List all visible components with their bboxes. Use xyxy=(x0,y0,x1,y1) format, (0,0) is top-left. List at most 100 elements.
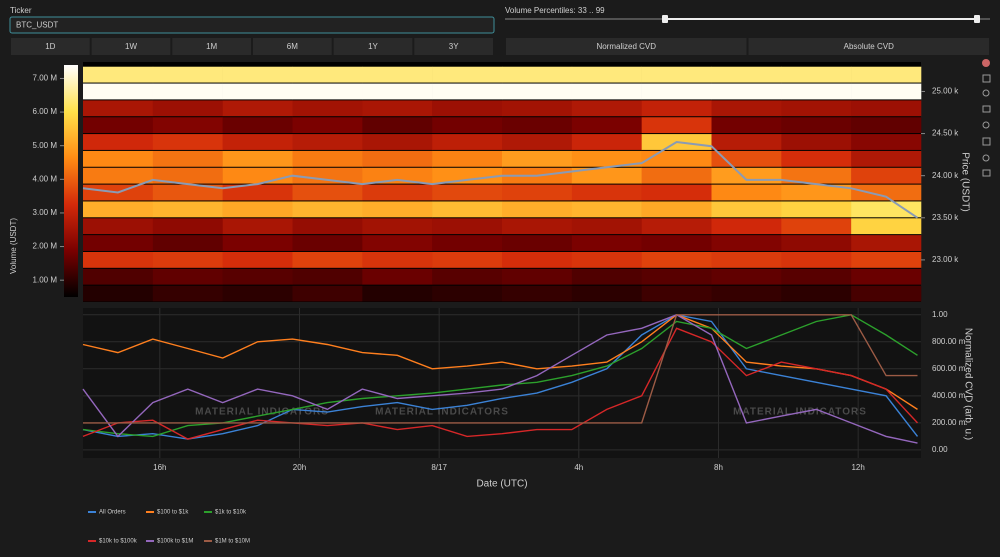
hover-icon[interactable] xyxy=(982,154,990,162)
heatmap-cell xyxy=(222,251,293,268)
heatmap-cell xyxy=(571,184,642,201)
buttons: 1D 1W 1M 6M 1Y 3Y Normalized CVD Absolute CVD xyxy=(11,38,989,55)
heatmap-cell xyxy=(222,66,293,83)
ticker-label: Ticker xyxy=(10,6,32,15)
heatmap-cell xyxy=(292,251,363,268)
button-label[interactable]: 3Y xyxy=(449,42,459,51)
heatmap-cell xyxy=(711,268,782,285)
save-icon[interactable] xyxy=(982,137,991,146)
heatmap-cell xyxy=(222,100,293,117)
heatmap-cell xyxy=(502,218,573,235)
heatmap-cell xyxy=(711,218,782,235)
heatmap-cell xyxy=(292,167,363,184)
heatmap-cell xyxy=(432,201,503,218)
button[interactable] xyxy=(91,38,171,55)
heatmap-cell xyxy=(83,268,154,285)
heatmap-cell xyxy=(571,201,642,218)
heatmap-cell xyxy=(851,167,922,184)
heatmap-cell xyxy=(851,201,922,218)
heatmap-cell xyxy=(222,268,293,285)
heatmap-cell xyxy=(83,235,154,251)
button[interactable] xyxy=(414,38,493,55)
y-tick-label: 23.50 k xyxy=(932,213,959,222)
heatmap-cell xyxy=(711,201,782,218)
heatmap-cell xyxy=(641,117,712,134)
button[interactable] xyxy=(11,38,90,55)
colorbar-tick-label: 2.00 M xyxy=(33,242,58,251)
button-label[interactable]: 1Y xyxy=(368,42,378,51)
heatmap-cell xyxy=(851,285,922,302)
button-label[interactable]: Normalized CVD xyxy=(596,42,656,51)
heatmap-cell xyxy=(432,184,503,201)
heatmap-cell xyxy=(502,66,573,83)
heatmap-cell xyxy=(292,100,363,117)
button-label[interactable]: 6M xyxy=(287,42,298,51)
colorbar-title: Volume (USDT) xyxy=(9,218,18,274)
heatmap-cell xyxy=(851,66,922,83)
heatmap-cell xyxy=(292,218,363,235)
heatmap-cell xyxy=(292,66,363,83)
reset-icon[interactable] xyxy=(982,121,990,129)
heatmap-cell xyxy=(152,285,223,302)
heatmap-cell xyxy=(83,134,154,150)
heatmap-cell xyxy=(292,83,363,100)
heatmap-cell xyxy=(152,201,223,218)
heatmap-cell xyxy=(781,150,852,167)
heatmap-cell xyxy=(292,201,363,218)
button[interactable] xyxy=(506,38,747,55)
heatmap-cell xyxy=(152,251,223,268)
heatmap-cell xyxy=(362,218,433,235)
legend-label: $1M to $10M xyxy=(215,539,250,545)
logo-icon xyxy=(982,59,990,67)
legend-label: $100k to $1M xyxy=(157,539,193,545)
colorbar-tick-label: 6.00 M xyxy=(33,107,58,116)
zoom-in-icon[interactable] xyxy=(982,105,991,113)
heatmap-cell xyxy=(362,150,433,167)
slider-handle[interactable] xyxy=(662,15,668,23)
heatmap-cell xyxy=(222,184,293,201)
heatmap-cell xyxy=(292,235,363,251)
button-label[interactable]: 1D xyxy=(45,42,55,51)
colorbar-tick-label: 3.00 M xyxy=(33,208,58,217)
button[interactable] xyxy=(748,38,990,55)
heatmap-cell xyxy=(83,251,154,268)
pan-icon[interactable] xyxy=(982,74,991,83)
heatmap-cell xyxy=(502,134,573,150)
button-label[interactable]: 1M xyxy=(206,42,217,51)
button-label[interactable]: 1W xyxy=(125,42,137,51)
colorbar-tick-label: 5.00 M xyxy=(33,141,58,150)
button[interactable] xyxy=(253,38,332,55)
y-tick-label: 1.00 xyxy=(932,310,948,319)
heatmap-cell xyxy=(502,83,573,100)
spike-icon[interactable] xyxy=(982,169,991,177)
heatmap-cell xyxy=(711,285,782,302)
heatmap-cell xyxy=(711,235,782,251)
y-tick-label: 23.00 k xyxy=(932,255,959,264)
heatmap-cell xyxy=(292,134,363,150)
heatmap-cell xyxy=(641,251,712,268)
heatmap-cell xyxy=(432,150,503,167)
heatmap-cell xyxy=(781,66,852,83)
cvd-line xyxy=(83,314,918,424)
button[interactable] xyxy=(333,38,413,55)
button[interactable] xyxy=(172,38,251,55)
zoom-icon[interactable] xyxy=(982,89,990,97)
y-axis-title: Price (USDT) xyxy=(959,152,970,211)
heatmap-cell xyxy=(83,150,154,167)
x-axis-title: Date (UTC) xyxy=(476,479,527,490)
cvd-line xyxy=(82,327,919,440)
heatmap-cell xyxy=(781,251,852,268)
colorbar-tick-label: 4.00 M xyxy=(33,174,58,183)
heatmap-cell xyxy=(432,235,503,251)
slider-handle[interactable] xyxy=(974,15,980,23)
heatmap-cell xyxy=(292,285,363,302)
heatmap-cell xyxy=(641,150,712,167)
cvd-line xyxy=(82,314,919,440)
heatmap-cell xyxy=(571,167,642,184)
ticker-input[interactable] xyxy=(9,16,495,34)
heatmap-cell xyxy=(781,201,852,218)
button-label[interactable]: Absolute CVD xyxy=(844,42,894,51)
heatmap-cell xyxy=(362,117,433,134)
legend-label: $10k to $100k xyxy=(99,539,138,545)
heatmap-cell xyxy=(711,150,782,167)
